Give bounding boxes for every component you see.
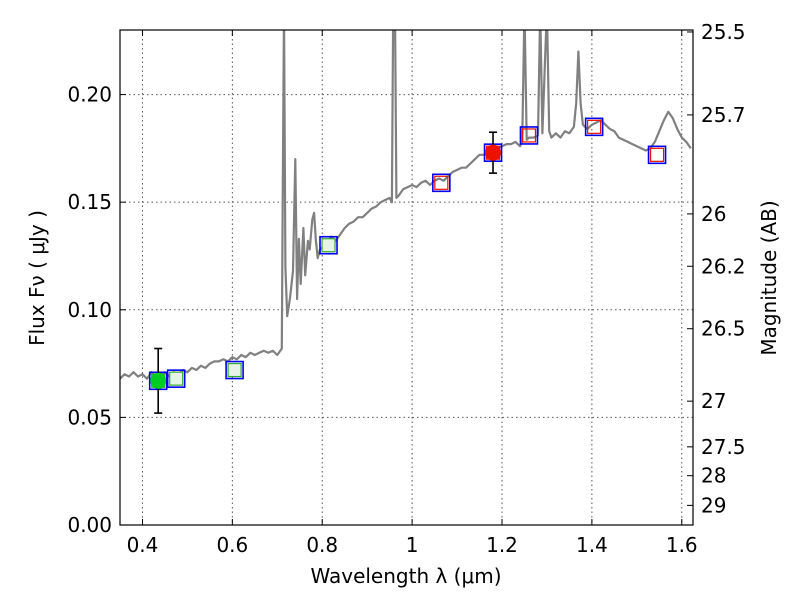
model-inner-square (649, 147, 665, 162)
model-photometry-point (319, 235, 338, 255)
observed-photometry-point (150, 347, 167, 414)
y-tick-label: 0.20 (67, 83, 112, 107)
plot-frame (119, 29, 694, 526)
model-inner-square (587, 119, 602, 134)
y2-tick-label: 26.2 (701, 254, 746, 278)
y-tick-label: 0.05 (67, 405, 112, 429)
model-outer-square (584, 117, 604, 137)
y2-tick-label: 26 (701, 202, 726, 226)
model-photometry-point (225, 360, 244, 380)
model-outer-square (166, 369, 186, 388)
y2-tick-label: 27.5 (701, 435, 746, 459)
model-inner-square (169, 371, 184, 386)
model-outer-square (319, 235, 338, 255)
y-tick-label: 0.10 (67, 298, 112, 322)
marker-layer (148, 117, 667, 414)
x-axis: 0.4 0.6 0.8 1 1.2 1.4 1.6 (127, 30, 698, 557)
y-tick-label: 0.00 (67, 513, 112, 537)
y-axis-title: Flux Fν ( μJy ) (25, 210, 49, 346)
y2-tick-label: 25.5 (701, 20, 746, 44)
grid (120, 30, 693, 525)
model-inner-square (321, 238, 336, 253)
model-photometry-point (519, 126, 539, 145)
observed-photometry-point (485, 131, 502, 174)
model-photometry-point (647, 145, 667, 165)
observed-marker (150, 372, 167, 389)
x-tick-label: 0.4 (127, 533, 159, 557)
x-tick-label: 0.8 (306, 533, 338, 557)
x-tick-label: 0.6 (216, 533, 248, 557)
y2-tick-label: 26.5 (701, 317, 746, 341)
x-tick-label: 1.2 (486, 533, 518, 557)
spectrum-line (120, 30, 692, 380)
observed-marker (485, 144, 502, 161)
y2-tick-label: 25.7 (701, 103, 746, 127)
y-axis-magnitude: 25.5 25.7 26 26.2 26.5 27 27.5 28 29 (687, 20, 746, 517)
data-layer (120, 30, 692, 380)
model-inner-square (434, 175, 449, 190)
model-photometry-point (584, 117, 604, 137)
y2-tick-label: 29 (701, 493, 726, 517)
y-tick-label: 0.15 (67, 190, 112, 214)
x-tick-label: 1.4 (576, 533, 608, 557)
y-axis-flux: 0.00 0.05 0.10 0.15 0.20 (67, 83, 126, 537)
x-axis-title: Wavelength λ (μm) (310, 564, 501, 588)
x-tick-label: 1.6 (666, 533, 698, 557)
x-tick-label: 1 (406, 533, 419, 557)
plot-background (120, 30, 693, 525)
model-outer-square (519, 126, 539, 145)
model-inner-square (521, 128, 537, 143)
model-outer-square (432, 173, 451, 193)
y2-axis-title: Magnitude (AB) (757, 200, 781, 355)
model-inner-square (227, 362, 242, 378)
model-outer-square (225, 360, 244, 380)
y2-tick-label: 27 (701, 389, 726, 413)
model-photometry-point (166, 369, 186, 388)
y2-tick-label: 28 (701, 464, 726, 488)
model-outer-square (647, 145, 667, 165)
model-photometry-point (432, 173, 451, 193)
